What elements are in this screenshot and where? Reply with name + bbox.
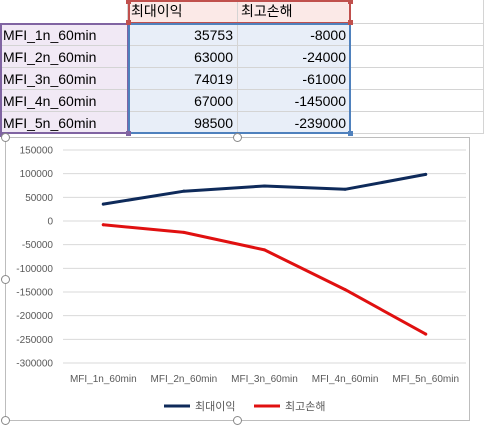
cell-a1[interactable] (0, 0, 128, 24)
loss-value[interactable]: -239000 (238, 112, 351, 134)
profit-value[interactable]: 74019 (128, 68, 238, 90)
x-tick-label: MFI_4n_60min (312, 374, 379, 385)
series-header-loss[interactable]: 최고손해 (238, 0, 351, 24)
y-tick-label: 0 (47, 217, 53, 228)
loss-value[interactable]: -145000 (238, 90, 351, 112)
data-point[interactable] (424, 332, 428, 336)
row-label[interactable]: MFI_3n_60min (0, 68, 128, 90)
series-range-handle[interactable] (126, 20, 131, 25)
y-tick-label: -300000 (16, 359, 53, 370)
x-tick-label: MFI_1n_60min (70, 374, 137, 385)
row-label[interactable]: MFI_1n_60min (0, 24, 128, 46)
row-label[interactable]: MFI_5n_60min (0, 112, 128, 134)
chart-resize-handle-b[interactable] (233, 416, 242, 425)
chart-resize-handle-t[interactable] (233, 133, 242, 142)
loss-value[interactable]: -8000 (238, 24, 351, 46)
series-header-profit[interactable]: 최대이익 (128, 0, 238, 24)
chart-resize-handle-bl[interactable] (1, 416, 10, 425)
loss-value[interactable]: -61000 (238, 68, 351, 90)
loss-value[interactable]: -24000 (238, 46, 351, 68)
x-tick-label: MFI_3n_60min (231, 374, 298, 385)
series-range-handle[interactable] (126, 0, 131, 4)
profit-value[interactable]: 98500 (128, 112, 238, 134)
x-tick-label: MFI_5n_60min (392, 374, 459, 385)
category-range-handle[interactable] (126, 131, 131, 136)
empty-cell[interactable] (351, 46, 484, 68)
empty-cell[interactable] (351, 24, 484, 46)
data-point[interactable] (101, 223, 105, 227)
y-tick-label: -200000 (16, 311, 53, 322)
profit-value[interactable]: 63000 (128, 46, 238, 68)
value-range-handle[interactable] (348, 131, 353, 136)
cell-d1[interactable] (351, 0, 484, 24)
series-range-handle[interactable] (348, 20, 353, 25)
empty-cell[interactable] (351, 112, 484, 134)
y-tick-label: -50000 (22, 240, 54, 251)
data-point[interactable] (182, 230, 186, 234)
y-tick-label: -150000 (16, 288, 53, 299)
legend: 최대이익 최고손해 (164, 399, 325, 413)
data-point[interactable] (343, 288, 347, 292)
data-point[interactable] (343, 187, 347, 191)
profit-value[interactable]: 35753 (128, 24, 238, 46)
chart-resize-handle-tl[interactable] (1, 133, 10, 142)
x-axis-ticks: MFI_1n_60min MFI_2n_60min MFI_3n_60min MFI_… (70, 374, 459, 385)
row-label[interactable]: MFI_4n_60min (0, 90, 128, 112)
chart-plot-area: 150000 100000 50000 0 -50000 -100000 -150000 -2… (16, 146, 466, 413)
legend-label: 최대이익 (195, 400, 235, 413)
series-line-2[interactable] (101, 223, 428, 336)
empty-cell[interactable] (351, 90, 484, 112)
legend-label: 최고손해 (285, 399, 325, 413)
data-point[interactable] (263, 184, 266, 188)
row-label[interactable]: MFI_2n_60min (0, 46, 128, 68)
gridlines (63, 149, 466, 364)
data-point[interactable] (101, 202, 105, 206)
y-tick-label: 100000 (20, 169, 54, 180)
y-tick-label: -100000 (16, 264, 53, 275)
x-tick-label: MFI_2n_60min (151, 374, 218, 385)
y-axis-ticks: 150000 100000 50000 0 -50000 -100000 -150000 -2… (16, 146, 53, 370)
chart-resize-handle-l[interactable] (1, 275, 10, 284)
series-range-handle[interactable] (348, 0, 353, 4)
y-tick-label: -250000 (16, 335, 53, 346)
spreadsheet-grid: 최대이익 최고손해 MFI_1n_60min 35753 -8000 MFI_2… (0, 0, 484, 140)
y-tick-label: 150000 (20, 146, 54, 157)
empty-cell[interactable] (351, 68, 484, 90)
data-point[interactable] (182, 189, 186, 193)
series-lines (101, 172, 428, 336)
series-line-1[interactable] (101, 172, 428, 206)
profit-value[interactable]: 67000 (128, 90, 238, 112)
data-point[interactable] (263, 248, 266, 252)
y-tick-label: 50000 (25, 193, 53, 204)
data-point[interactable] (424, 172, 428, 176)
line-chart[interactable]: 150000 100000 50000 0 -50000 -100000 -150000 -2… (5, 137, 470, 421)
